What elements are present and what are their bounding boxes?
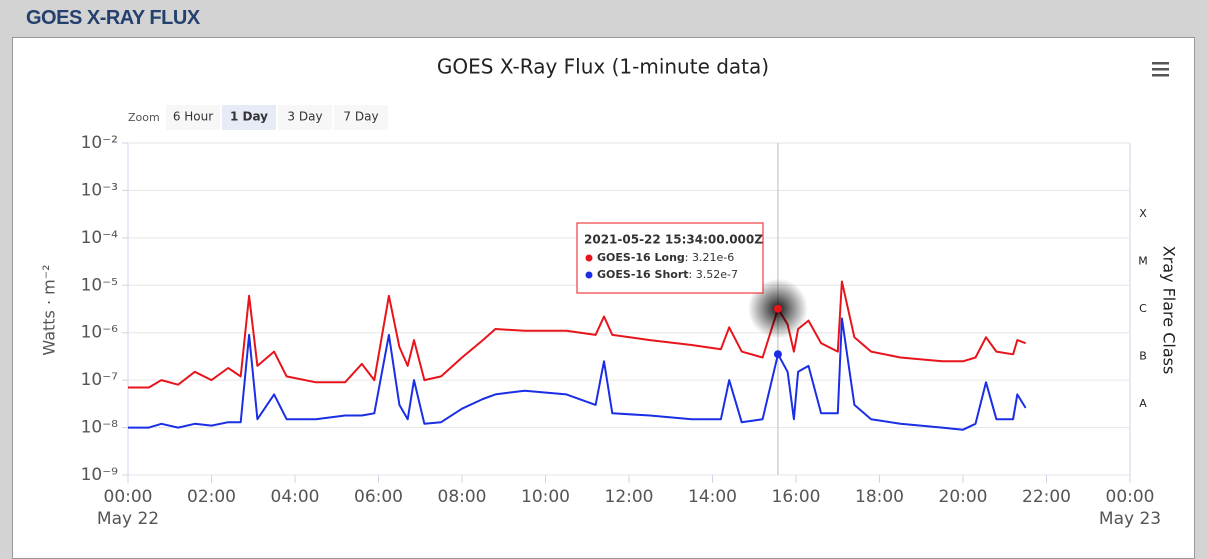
zoom-button-label: 6 Hour xyxy=(173,110,213,124)
y-tick-label: 10⁻⁵ xyxy=(81,275,118,295)
x-tick-label: 12:00 xyxy=(605,487,654,507)
x-tick-label: 22:00 xyxy=(1022,487,1071,507)
x-tick-label: 04:00 xyxy=(271,487,320,507)
x-tick-label: 00:00 xyxy=(1106,487,1155,507)
x-tick-label: 06:00 xyxy=(354,487,403,507)
tooltip-dot xyxy=(585,271,593,279)
series-line xyxy=(128,317,1027,431)
tooltip-value: 3.52e-7 xyxy=(696,268,738,281)
y-tick-label: 10⁻⁸ xyxy=(81,418,119,438)
y2-tick-label: M xyxy=(1138,255,1148,268)
hover-marker xyxy=(773,350,782,359)
zoom-button[interactable] xyxy=(334,105,388,130)
y2-tick-label: B xyxy=(1139,349,1147,362)
x-tick-label: 14:00 xyxy=(688,487,737,507)
x-tick-label: 10:00 xyxy=(521,487,570,507)
tooltip-series-name: GOES-16 Long xyxy=(597,251,685,264)
y-tick-label: 10⁻⁴ xyxy=(81,228,119,248)
x-tick-label: 00:00 xyxy=(104,487,153,507)
zoom-button-label: 3 Day xyxy=(287,110,322,124)
tooltip-item: GOES-16 Long: 3.21e-6 xyxy=(597,251,734,264)
y-tick-label: 10⁻³ xyxy=(81,180,118,200)
tooltip: 2021-05-22 15:34:00.000Z GOES-16 Long: 3.… xyxy=(576,222,764,294)
x-date-label: May 22 xyxy=(97,509,159,529)
x-tick-label: 08:00 xyxy=(438,487,487,507)
x-tick-label: 18:00 xyxy=(855,487,904,507)
zoom-button[interactable] xyxy=(278,105,332,130)
zoom-label: Zoom xyxy=(128,111,160,124)
tooltip-box xyxy=(576,222,764,294)
tooltip-title: 2021-05-22 15:34:00.000Z xyxy=(584,233,763,247)
tooltip-separator: : xyxy=(689,268,696,281)
series-line xyxy=(128,280,1026,389)
tooltip-series-name: GOES-16 Short xyxy=(597,268,689,281)
menu-button[interactable] xyxy=(1152,62,1169,77)
chart: GOES X-Ray Flux (1-minute data) Zoom Xra… xyxy=(40,55,1179,530)
tooltip-value: 3.21e-6 xyxy=(692,251,734,264)
zoom-button-label: 7 Day xyxy=(343,110,378,124)
plot-border xyxy=(127,142,1131,476)
y-tick-label: 10⁻² xyxy=(81,133,118,153)
x-tick-label: 16:00 xyxy=(772,487,821,507)
tooltip-dot xyxy=(585,254,593,262)
y2-tick-label: A xyxy=(1139,397,1147,410)
panel-header: GOES X-RAY FLUX xyxy=(0,0,1207,37)
x-tick-label: 02:00 xyxy=(187,487,236,507)
zoom-button[interactable] xyxy=(166,105,220,130)
menu-bar xyxy=(1152,62,1169,65)
y-tick-label: 10⁻⁶ xyxy=(81,323,119,343)
menu-bar xyxy=(1152,74,1169,77)
tooltip-item: GOES-16 Short: 3.52e-7 xyxy=(597,268,738,281)
y-tick-label: 10⁻⁹ xyxy=(81,465,119,485)
panel-title: GOES X-RAY FLUX xyxy=(26,7,200,29)
menu-bar xyxy=(1152,68,1169,71)
x-date-label: May 23 xyxy=(1099,509,1161,529)
zoom-button[interactable] xyxy=(222,105,276,130)
y-tick-label: 10⁻⁷ xyxy=(81,370,119,390)
chart-title: GOES X-Ray Flux (1-minute data) xyxy=(437,55,769,79)
y2-tick-label: X xyxy=(1139,207,1147,220)
hover-marker xyxy=(773,304,782,313)
y-axis-label: Watts · m⁻² xyxy=(40,264,59,355)
x-tick-label: 20:00 xyxy=(939,487,988,507)
tooltip-separator: : xyxy=(685,251,692,264)
y2-tick-label: C xyxy=(1139,302,1147,315)
zoom-button-label: 1 Day xyxy=(230,110,268,124)
y2-axis-label: Xray Flare Class xyxy=(1160,246,1179,375)
